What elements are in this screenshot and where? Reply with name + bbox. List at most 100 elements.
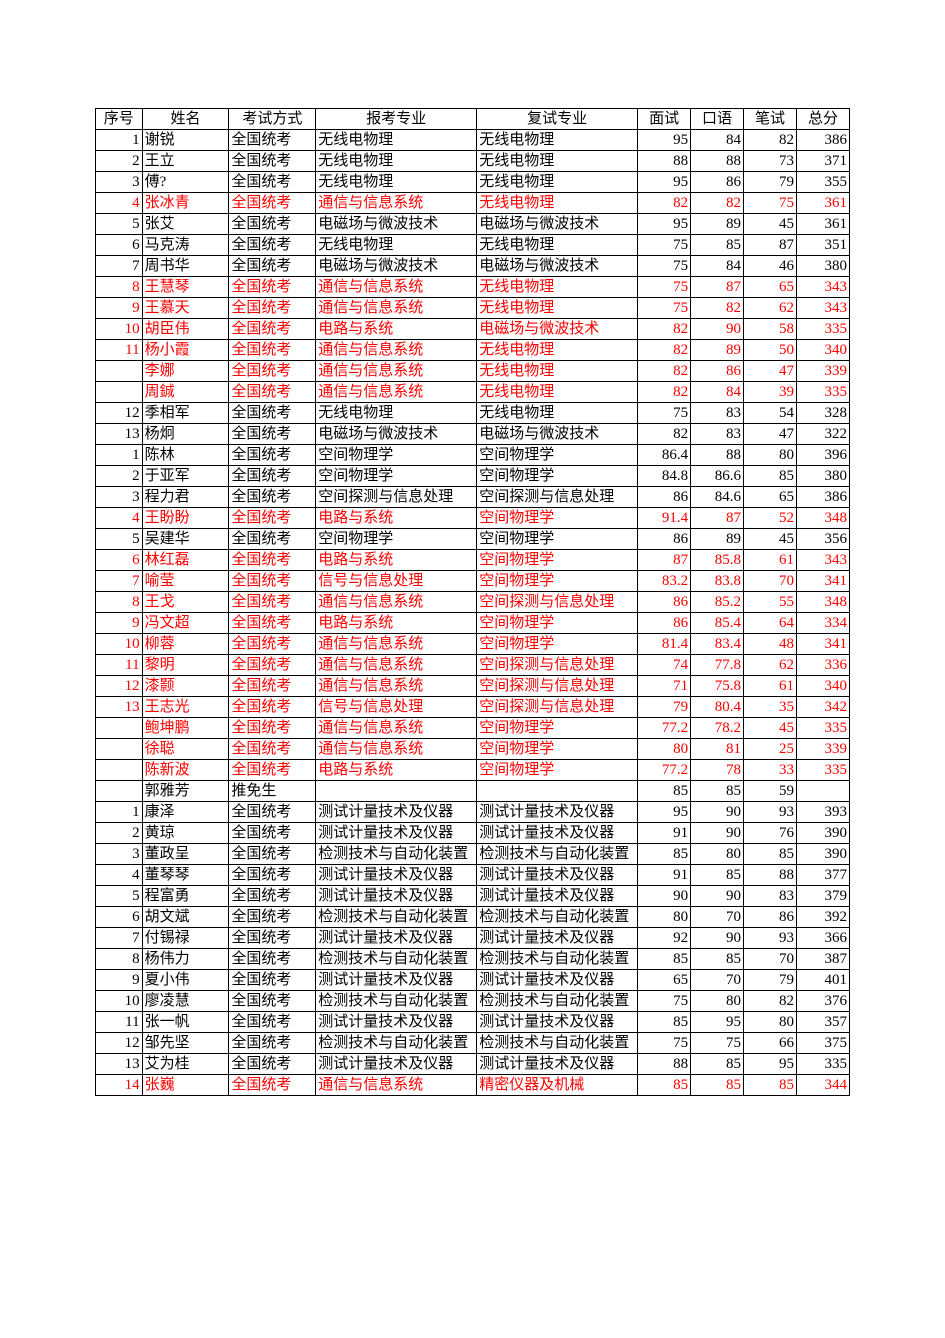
cell-exam: 全国统考 [229, 193, 316, 214]
header-row: 序号 姓名 考试方式 报考专业 复试专业 面试 口语 笔试 总分 [96, 109, 850, 130]
cell-major: 测试计量技术及仪器 [316, 928, 477, 949]
cell-ret: 无线电物理 [477, 151, 638, 172]
cell-written: 58 [744, 319, 797, 340]
cell-exam: 全国统考 [229, 319, 316, 340]
cell-interview: 80 [638, 739, 691, 760]
cell-major: 通信与信息系统 [316, 739, 477, 760]
cell-name: 廖凌慧 [142, 991, 229, 1012]
cell-total: 366 [796, 928, 849, 949]
cell-seq: 1 [96, 445, 143, 466]
cell-seq: 13 [96, 697, 143, 718]
cell-major: 通信与信息系统 [316, 655, 477, 676]
cell-seq: 9 [96, 298, 143, 319]
cell-exam: 全国统考 [229, 214, 316, 235]
cell-seq: 1 [96, 802, 143, 823]
cell-written: 66 [744, 1033, 797, 1054]
cell-name: 董政呈 [142, 844, 229, 865]
cell-exam: 全国统考 [229, 970, 316, 991]
cell-exam: 全国统考 [229, 151, 316, 172]
cell-exam: 全国统考 [229, 907, 316, 928]
cell-written: 50 [744, 340, 797, 361]
cell-interview: 86 [638, 592, 691, 613]
cell-major: 测试计量技术及仪器 [316, 886, 477, 907]
cell-interview: 88 [638, 151, 691, 172]
cell-interview: 75 [638, 298, 691, 319]
cell-written: 75 [744, 193, 797, 214]
cell-exam: 全国统考 [229, 466, 316, 487]
cell-oral: 81 [691, 739, 744, 760]
cell-name: 黄琼 [142, 823, 229, 844]
cell-name: 季相军 [142, 403, 229, 424]
cell-exam: 全国统考 [229, 613, 316, 634]
cell-interview: 95 [638, 214, 691, 235]
cell-seq: 2 [96, 823, 143, 844]
cell-exam: 全国统考 [229, 697, 316, 718]
cell-exam: 全国统考 [229, 361, 316, 382]
cell-oral: 75 [691, 1033, 744, 1054]
cell-major: 通信与信息系统 [316, 361, 477, 382]
table-row: 3程力君全国统考空间探测与信息处理空间探测与信息处理8684.665386 [96, 487, 850, 508]
cell-seq: 4 [96, 865, 143, 886]
cell-written: 85 [744, 844, 797, 865]
cell-exam: 全国统考 [229, 130, 316, 151]
cell-exam: 全国统考 [229, 1033, 316, 1054]
cell-exam: 全国统考 [229, 256, 316, 277]
cell-major [316, 781, 477, 802]
cell-total: 343 [796, 277, 849, 298]
cell-exam: 全国统考 [229, 424, 316, 445]
cell-seq: 13 [96, 1054, 143, 1075]
cell-name: 胡文斌 [142, 907, 229, 928]
cell-ret: 无线电物理 [477, 130, 638, 151]
cell-written: 47 [744, 361, 797, 382]
cell-oral: 85.2 [691, 592, 744, 613]
cell-seq: 6 [96, 550, 143, 571]
cell-exam: 全国统考 [229, 949, 316, 970]
cell-oral: 89 [691, 214, 744, 235]
cell-interview: 87 [638, 550, 691, 571]
cell-total: 376 [796, 991, 849, 1012]
cell-exam: 全国统考 [229, 1012, 316, 1033]
table-row: 7付锡禄全国统考测试计量技术及仪器测试计量技术及仪器929093366 [96, 928, 850, 949]
cell-written: 86 [744, 907, 797, 928]
cell-total: 339 [796, 361, 849, 382]
cell-total: 341 [796, 571, 849, 592]
table-row: 3傅?全国统考无线电物理无线电物理958679355 [96, 172, 850, 193]
cell-written: 79 [744, 970, 797, 991]
cell-total: 343 [796, 298, 849, 319]
cell-interview: 75 [638, 403, 691, 424]
cell-oral: 77.8 [691, 655, 744, 676]
table-row: 9王慕天全国统考通信与信息系统无线电物理758262343 [96, 298, 850, 319]
cell-name: 程力君 [142, 487, 229, 508]
cell-oral: 89 [691, 340, 744, 361]
cell-total: 348 [796, 508, 849, 529]
cell-major: 电路与系统 [316, 319, 477, 340]
cell-total: 361 [796, 193, 849, 214]
cell-total: 392 [796, 907, 849, 928]
cell-major: 空间物理学 [316, 529, 477, 550]
th-exam: 考试方式 [229, 109, 316, 130]
cell-seq [96, 382, 143, 403]
cell-ret: 检测技术与自动化装置 [477, 907, 638, 928]
cell-major: 无线电物理 [316, 130, 477, 151]
cell-name: 林红磊 [142, 550, 229, 571]
cell-major: 通信与信息系统 [316, 634, 477, 655]
cell-seq: 5 [96, 529, 143, 550]
cell-written: 65 [744, 487, 797, 508]
cell-exam: 全国统考 [229, 592, 316, 613]
cell-name: 周鋮 [142, 382, 229, 403]
cell-written: 93 [744, 928, 797, 949]
cell-ret: 空间物理学 [477, 466, 638, 487]
cell-major: 电磁场与微波技术 [316, 214, 477, 235]
cell-major: 通信与信息系统 [316, 382, 477, 403]
cell-major: 测试计量技术及仪器 [316, 802, 477, 823]
cell-ret: 检测技术与自动化装置 [477, 991, 638, 1012]
cell-major: 通信与信息系统 [316, 1075, 477, 1096]
cell-major: 测试计量技术及仪器 [316, 1054, 477, 1075]
cell-name: 杨伟力 [142, 949, 229, 970]
cell-total: 361 [796, 214, 849, 235]
cell-total: 348 [796, 592, 849, 613]
cell-ret: 无线电物理 [477, 340, 638, 361]
cell-name: 徐聪 [142, 739, 229, 760]
cell-name: 邹先坚 [142, 1033, 229, 1054]
table-row: 10柳蓉全国统考通信与信息系统空间物理学81.483.448341 [96, 634, 850, 655]
